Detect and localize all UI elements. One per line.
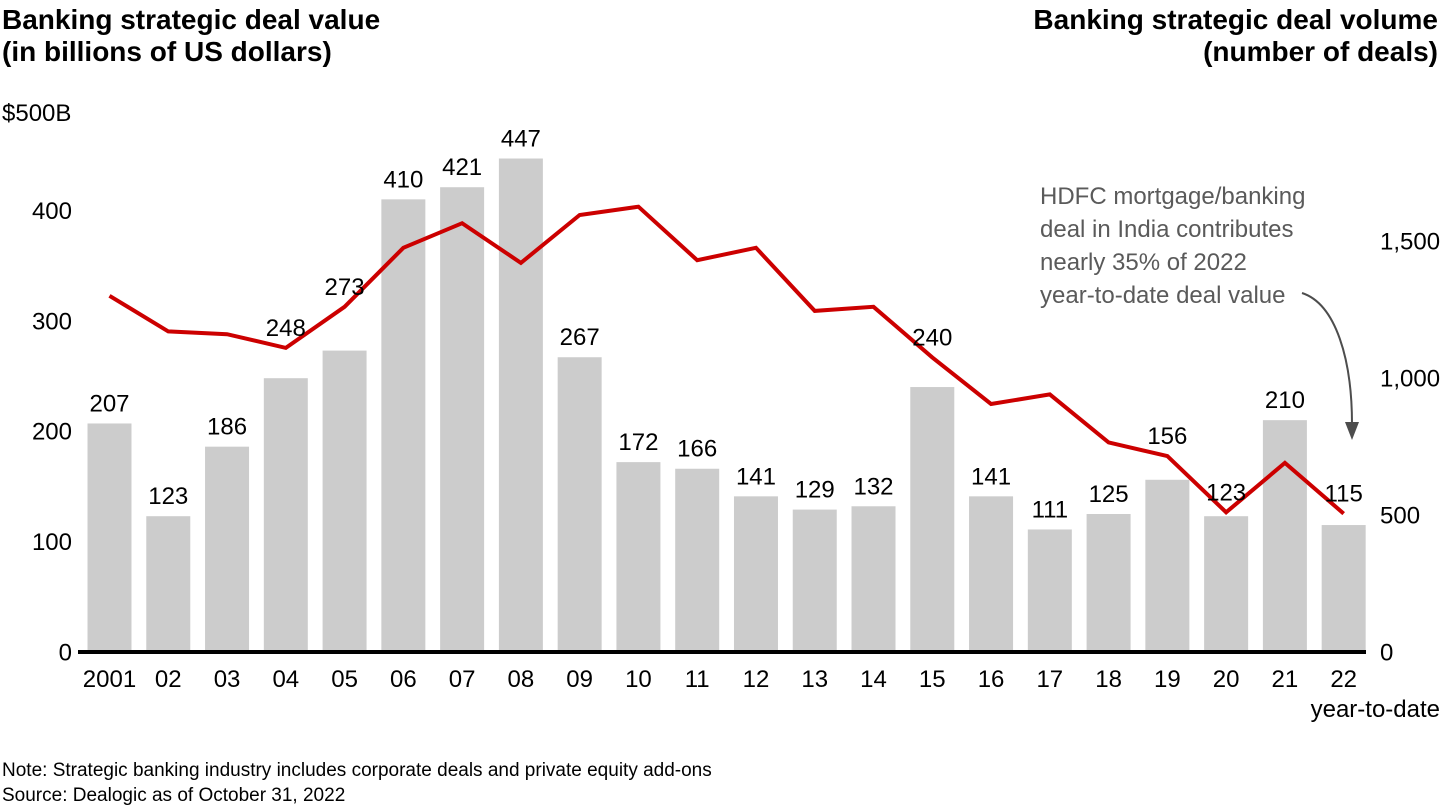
- right-axis-tick-label: 500: [1380, 503, 1420, 530]
- bar-value-label: 111: [1032, 496, 1068, 523]
- bar-value-label: 240: [912, 324, 952, 351]
- deal-value-bar: [263, 378, 308, 652]
- annotation-arrow: [1301, 292, 1353, 425]
- bar-value-label: 267: [560, 324, 600, 351]
- note-text: Note: Strategic banking industry include…: [2, 760, 712, 781]
- x-axis-year-label: 11: [685, 666, 710, 693]
- deal-value-bar: [557, 357, 602, 652]
- right-axis-tick-label: 1,500: [1380, 229, 1440, 256]
- deal-value-bar: [1204, 516, 1249, 652]
- left-axis-tick-label: 400: [32, 198, 72, 225]
- x-axis-year-to-date-label: year-to-date: [1311, 696, 1440, 723]
- x-axis-year-label: 21: [1272, 666, 1299, 693]
- left-axis-tick-label: 100: [32, 529, 72, 556]
- left-axis-max-label: $500B: [2, 100, 71, 127]
- x-axis-year-label: 16: [978, 666, 1005, 693]
- x-axis-year-label: 10: [625, 666, 652, 693]
- x-axis-year-label: 19: [1154, 666, 1181, 693]
- bar-value-label: 410: [383, 166, 423, 193]
- x-axis-year-label: 22: [1330, 666, 1357, 693]
- deal-value-bar: [1145, 479, 1190, 652]
- x-axis-year-label: 07: [449, 666, 476, 693]
- bar-value-label: 123: [1206, 479, 1246, 506]
- x-axis-year-label: 2001: [83, 666, 136, 693]
- left-axis-tick-label: 300: [32, 308, 72, 335]
- bar-value-label: 210: [1265, 387, 1305, 414]
- x-axis-year-label: 05: [331, 666, 358, 693]
- deal-value-bar: [146, 516, 191, 652]
- deal-value-bar: [381, 199, 426, 653]
- right-axis-title-line1: Banking strategic deal volume: [1033, 4, 1438, 35]
- x-axis-year-label: 18: [1095, 666, 1122, 693]
- deal-value-bar: [1027, 529, 1072, 652]
- x-axis-year-label: 14: [860, 666, 887, 693]
- annotation-callout: HDFC mortgage/banking deal in India cont…: [1040, 180, 1360, 312]
- x-axis-year-label: 20: [1213, 666, 1240, 693]
- left-axis-title-line2: (in billions of US dollars): [2, 36, 332, 67]
- x-axis-year-label: 09: [566, 666, 593, 693]
- x-axis-year-label: 06: [390, 666, 417, 693]
- deal-value-bar: [616, 462, 661, 652]
- footnote-block: Note: Strategic banking industry include…: [2, 758, 712, 808]
- bar-value-label: 129: [795, 477, 835, 504]
- deal-value-bar: [675, 468, 720, 652]
- deal-volume-line: [108, 204, 1345, 516]
- bar-value-label: 248: [266, 315, 306, 342]
- x-axis-year-label: 17: [1036, 666, 1063, 693]
- deal-value-bar: [1086, 514, 1131, 652]
- deal-value-bar: [1262, 420, 1307, 652]
- right-axis-tick-label: 0: [1380, 640, 1393, 667]
- bar-value-label: 166: [677, 436, 717, 463]
- annotation-line: HDFC mortgage/banking: [1040, 183, 1306, 210]
- x-axis-year-label: 12: [743, 666, 770, 693]
- x-axis-year-label: 02: [155, 666, 182, 693]
- deal-value-bar: [440, 187, 485, 652]
- source-text: Source: Dealogic as of October 31, 2022: [2, 785, 346, 806]
- bar-value-label: 132: [853, 473, 893, 500]
- bar-value-label: 421: [442, 154, 482, 181]
- left-axis-tick-label: 0: [59, 640, 72, 667]
- annotation-line: deal in India contributes: [1040, 216, 1294, 243]
- deal-value-bar: [498, 158, 543, 652]
- right-axis-title: Banking strategic deal volume (number of …: [1033, 4, 1438, 68]
- bar-value-label: 125: [1089, 481, 1129, 508]
- deal-value-bar: [851, 506, 896, 652]
- bar-value-label: 172: [618, 429, 658, 456]
- deal-value-bar: [733, 496, 778, 652]
- annotation-line: nearly 35% of 2022: [1040, 249, 1247, 276]
- left-axis-title-line1: Banking strategic deal value: [2, 4, 381, 35]
- x-axis-year-label: 08: [508, 666, 535, 693]
- chart-svg: 0 100 200 300 400 $500B 0 500 1,000 1,500 2001 02 03…: [2, 100, 1440, 723]
- right-axis-title-line2: (number of deals): [1203, 36, 1438, 67]
- bar-value-label: 123: [148, 483, 188, 510]
- deal-value-bar: [792, 509, 837, 652]
- deal-value-bar: [205, 446, 250, 652]
- x-axis-year-label: 13: [801, 666, 828, 693]
- bar-value-label: 186: [207, 414, 247, 441]
- left-axis-tick-label: 200: [32, 419, 72, 446]
- bar-value-label: 156: [1147, 423, 1187, 450]
- deal-value-bar: [1321, 525, 1366, 652]
- bar-value-label: 115: [1325, 481, 1363, 508]
- bar-value-label: 273: [325, 274, 365, 301]
- bar-value-label: 207: [89, 390, 129, 417]
- bar-value-label: 141: [736, 463, 776, 490]
- deal-value-bar: [322, 350, 367, 652]
- bar-value-label: 447: [501, 126, 541, 153]
- deal-value-bar: [87, 423, 132, 652]
- left-axis-title: Banking strategic deal value (in billions…: [2, 4, 380, 68]
- bar-value-label: 141: [971, 463, 1011, 490]
- annotation-line: year-to-date deal value: [1040, 282, 1286, 309]
- deal-value-bar: [969, 496, 1014, 652]
- deal-value-bar: [910, 387, 955, 652]
- x-axis-year-label: 04: [272, 666, 299, 693]
- x-axis-year-label: 15: [919, 666, 946, 693]
- annotation-arrowhead: [1345, 422, 1359, 440]
- right-axis-tick-label: 1,000: [1380, 366, 1440, 393]
- x-axis-line: [78, 650, 1366, 654]
- x-axis-year-label: 03: [214, 666, 241, 693]
